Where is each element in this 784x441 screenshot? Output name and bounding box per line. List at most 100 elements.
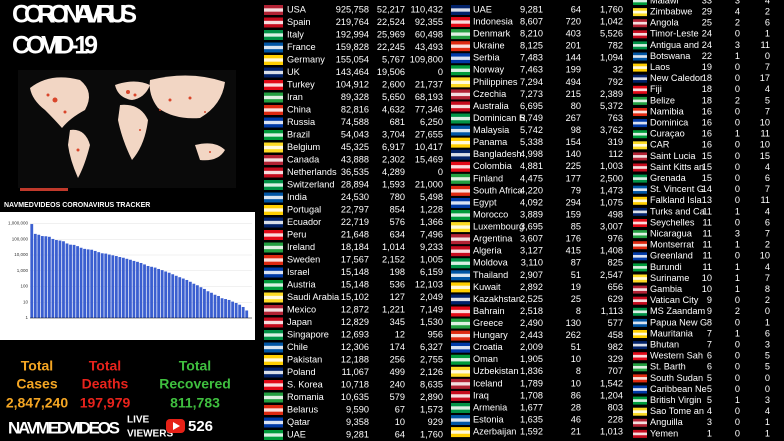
- country-stat: 3,889: [520, 209, 543, 219]
- country-name: Poland: [287, 367, 316, 377]
- country-stat: 36,535: [341, 167, 369, 177]
- flag-stripe: [451, 370, 470, 374]
- country-stat: 104,912: [336, 79, 369, 89]
- country-name: Sao Tome an: [650, 406, 704, 416]
- flag-stripe: [633, 288, 647, 291]
- flag-stripe: [633, 188, 647, 192]
- bar: [188, 281, 192, 318]
- flag-stripe: [633, 254, 647, 258]
- country-stat: 4: [765, 406, 770, 416]
- country-stat: 11: [760, 195, 770, 205]
- country-stat: 16: [702, 129, 712, 139]
- country-stat: 4,092: [520, 197, 543, 207]
- bar: [40, 236, 44, 318]
- country-stat: 28,894: [341, 179, 369, 189]
- country-stat: 5: [765, 95, 770, 105]
- country-stat: 7,496: [420, 229, 443, 239]
- country-stat: 536: [390, 279, 405, 289]
- total-value: 197,979: [80, 395, 131, 411]
- flag-stripe: [451, 44, 470, 48]
- country-name: Bahrain: [473, 306, 505, 316]
- country-stat: 1,530: [420, 317, 443, 327]
- cases-chart: 1,000,000 100,000 10,000 1,000 100 10 1: [8, 221, 252, 320]
- country-stat: 22,245: [377, 42, 405, 52]
- country-stat: 98: [571, 125, 581, 135]
- country-stat: 5,372: [600, 101, 623, 111]
- country-stat: 6,159: [420, 267, 443, 277]
- flag-stripe: [451, 68, 470, 72]
- country-stat: 329: [608, 354, 623, 364]
- country-stat: 1: [765, 428, 770, 438]
- flag-stripe: [451, 128, 470, 133]
- bar: [206, 291, 210, 318]
- country-stat: 176: [566, 234, 581, 244]
- country-stat: 127: [390, 292, 405, 302]
- country-name: Egypt: [473, 197, 497, 207]
- country-stat: 976: [608, 234, 623, 244]
- country-stat: 1,366: [420, 217, 443, 227]
- flag-stripe: [264, 233, 283, 237]
- country-stat: 9,281: [346, 429, 369, 439]
- country-stat: 6: [707, 351, 712, 361]
- flag-stripe: [633, 432, 647, 436]
- country-stat: 9,233: [420, 242, 443, 252]
- country-name: Japan: [287, 317, 312, 327]
- country-stat: 52,217: [377, 4, 405, 14]
- flag-stripe: [633, 421, 647, 425]
- flag-stripe: [633, 77, 647, 81]
- country-stat: 17: [760, 73, 770, 83]
- country-stat: 2,907: [520, 270, 543, 280]
- country-stat: 2: [735, 18, 740, 28]
- country-name: Algeria: [473, 246, 502, 256]
- country-stat: 11: [760, 40, 770, 50]
- country-stat: 144: [566, 53, 581, 63]
- country-stat: 109,800: [410, 54, 443, 64]
- country-name: Nicaragua: [650, 229, 693, 239]
- country-stat: 7: [765, 229, 770, 239]
- y-tick-label: 10,000: [14, 252, 28, 257]
- country-stat: 7,294: [520, 77, 543, 87]
- country-stat: 8: [765, 284, 770, 294]
- flag-stripe: [264, 8, 283, 12]
- country-stat: 18,184: [341, 242, 369, 252]
- country-stat: 22,797: [341, 204, 369, 214]
- country-stat: 2,500: [600, 173, 623, 183]
- country-name: Vatican City: [650, 295, 699, 305]
- country-stat: 4,289: [382, 167, 405, 177]
- country-name: Montserrat: [650, 240, 694, 250]
- country-stat: 54,043: [341, 129, 369, 139]
- bar: [55, 240, 58, 318]
- flag-stripe: [451, 358, 470, 362]
- bar: [93, 250, 97, 318]
- country-stat: 4,881: [520, 161, 543, 171]
- country-stat: 1: [765, 317, 770, 327]
- country-name: Anguilla: [650, 417, 684, 427]
- country-stat: 2: [765, 240, 770, 250]
- country-name: Fiji: [650, 84, 662, 94]
- country-stat: 10,417: [415, 142, 443, 152]
- country-stat: 7: [707, 340, 712, 350]
- country-stat: 2: [765, 7, 770, 17]
- country-stat: 22: [702, 51, 712, 61]
- country-stat: 577: [608, 318, 623, 328]
- country-name: Dominica: [650, 118, 689, 128]
- bar: [160, 270, 164, 318]
- country-stat: 10,718: [341, 379, 369, 389]
- country-name: Belarus: [287, 404, 319, 414]
- flag-stripe: [633, 99, 647, 103]
- country-stat: 10: [760, 118, 770, 128]
- country-name: Bangladesh: [473, 149, 522, 159]
- country-name: CAR: [650, 140, 670, 150]
- bar: [150, 266, 153, 318]
- country-stat: 16: [702, 140, 712, 150]
- bar: [132, 260, 136, 318]
- flag-stripe: [264, 270, 283, 275]
- flag-stripe: [633, 388, 647, 391]
- flag-stripe: [633, 55, 647, 58]
- country-stat: 1,228: [420, 204, 443, 214]
- country-stat: 4: [765, 162, 770, 172]
- country-stat: 0: [735, 317, 740, 327]
- bar: [146, 265, 150, 318]
- flag-stripe: [264, 133, 283, 137]
